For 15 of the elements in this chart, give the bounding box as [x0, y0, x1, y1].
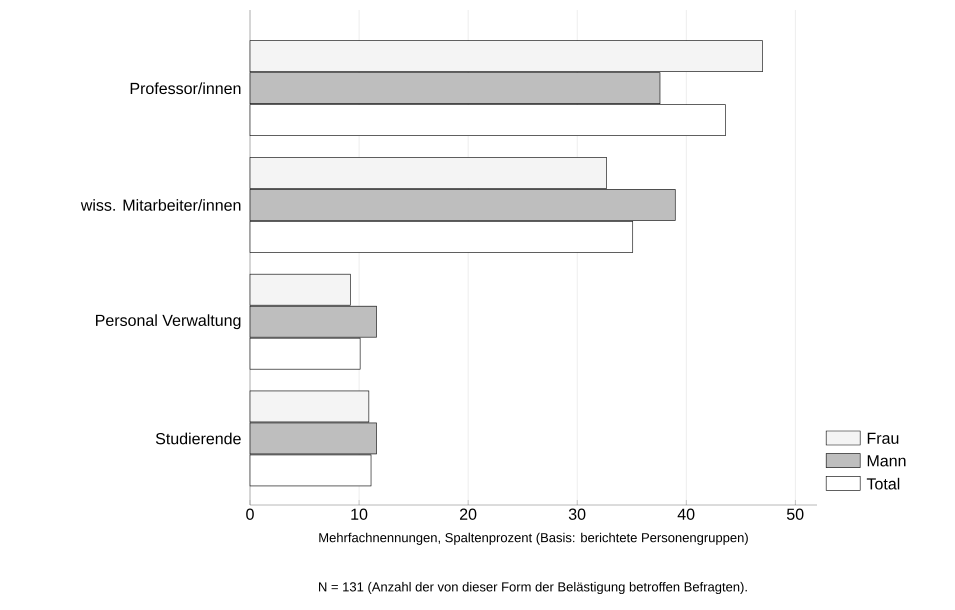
- legend-label: Frau: [868, 432, 898, 444]
- x-tick-label: 50: [786, 508, 804, 520]
- x-tick-label: 30: [568, 508, 586, 520]
- y-tick-label: Personal Verwaltung: [96, 314, 240, 330]
- y-tick-label: Studierende: [156, 432, 241, 444]
- y-tick-label: Professor/innen: [130, 82, 240, 94]
- text: N = 131 (Anzahl der von dieser Form der Belästigung betroffen Befragten).: [319, 582, 747, 594]
- x-tick-label: 40: [678, 508, 694, 520]
- y-tick-label: wiss. Mitarbeiter/innen: [80, 199, 240, 211]
- x-tick-label: 10: [351, 508, 368, 520]
- legend-label: Mann: [868, 455, 906, 466]
- x-axis-title: Mehrfachnennungen, Spaltenprozent (Basis: berichtete Personengruppen): [319, 532, 748, 545]
- legend-label: Total: [866, 478, 900, 490]
- x-tick-label: 20: [460, 508, 476, 520]
- x-tick-label: 0: [246, 508, 254, 520]
